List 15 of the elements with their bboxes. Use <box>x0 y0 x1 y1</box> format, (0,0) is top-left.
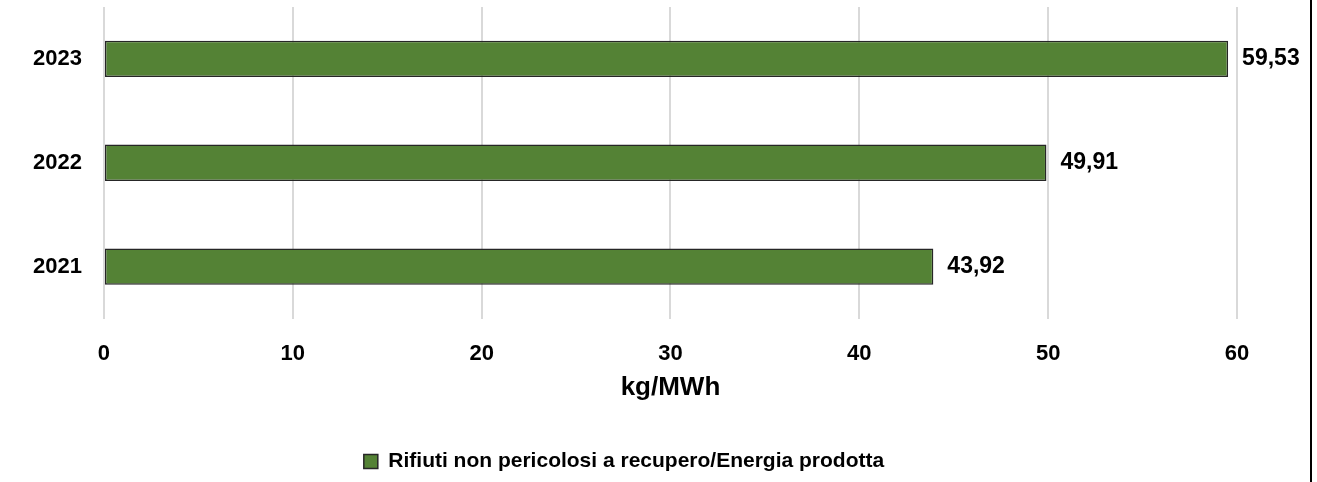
x-tick-label: 40 <box>847 339 872 365</box>
x-tick-label: 10 <box>280 339 306 365</box>
x-tick-label: 30 <box>658 339 683 365</box>
data-label: 49,91 <box>1060 148 1119 175</box>
y-tick-label: 2023 <box>32 44 82 70</box>
data-label: 59,53 <box>1242 44 1300 71</box>
x-tick-label: 20 <box>469 339 494 365</box>
legend-label: Rifiuti non pericolosi a recupero/Energia prodotta <box>388 448 885 472</box>
y-tick-label: 2021 <box>32 252 82 278</box>
x-tick-label: 50 <box>1035 339 1061 365</box>
x-tick-label: 0 <box>97 339 111 365</box>
x-axis-title: kg/MWh <box>620 370 721 401</box>
data-label: 43,92 <box>947 251 1005 278</box>
y-tick-label: 2022 <box>32 148 82 174</box>
x-tick-label: 60 <box>1224 339 1250 365</box>
